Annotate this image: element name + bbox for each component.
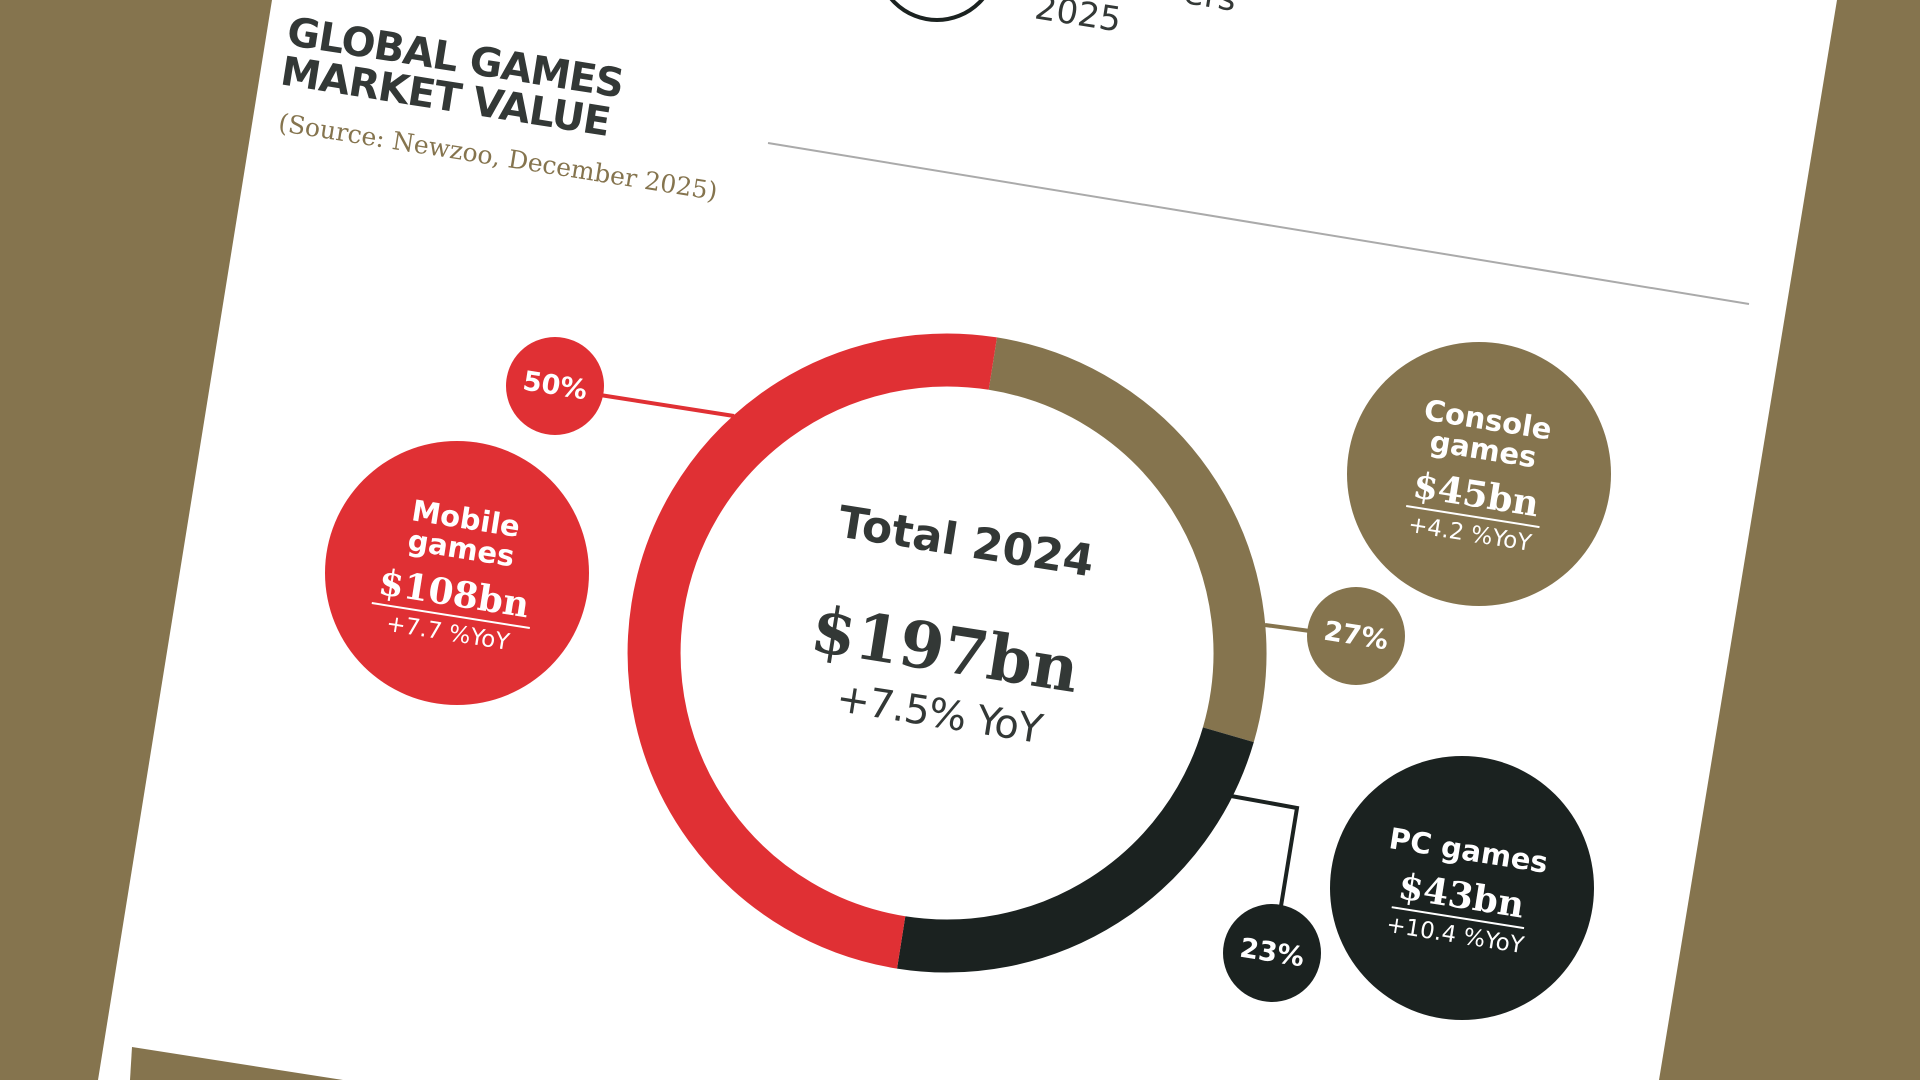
- console-bubble-text: Console games $45bn +4.2 %YoY: [1401, 393, 1556, 557]
- divider-line: [767, 142, 1750, 305]
- bubble-pc: [1330, 756, 1594, 1020]
- pct-bubble-pc: [1223, 904, 1321, 1002]
- connector-console: [1264, 623, 1311, 633]
- connector-pc: [1230, 794, 1300, 907]
- top-clock-icon: [889, 0, 985, 22]
- connector-mobile: [599, 393, 735, 418]
- donut-segment-pc: [897, 727, 1254, 973]
- donut-segment-mobile: [627, 333, 997, 969]
- donut-chart: [627, 333, 1267, 973]
- mobile-bubble-text: Mobile games $108bn +7.7 %YoY: [367, 491, 547, 658]
- donut-segment-console: [988, 337, 1267, 743]
- bottom-brown-wedge: [130, 1047, 343, 1080]
- bubble-console: [1347, 342, 1611, 606]
- bubble-mobile: [325, 441, 589, 705]
- pct-bubble-console: [1307, 587, 1405, 685]
- pct-bubble-mobile: [506, 337, 604, 435]
